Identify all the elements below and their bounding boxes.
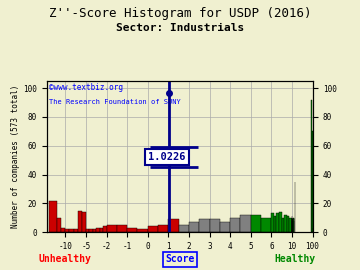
Bar xyxy=(61,228,65,232)
Bar xyxy=(69,229,73,232)
Bar xyxy=(86,229,89,232)
Bar xyxy=(138,229,148,232)
Bar xyxy=(199,219,210,232)
Bar xyxy=(210,219,220,232)
Bar xyxy=(220,222,230,232)
Bar xyxy=(117,225,127,232)
Bar xyxy=(271,214,274,232)
Bar xyxy=(168,219,179,232)
Text: Sector: Industrials: Sector: Industrials xyxy=(116,23,244,33)
Text: Score: Score xyxy=(165,254,195,264)
Bar xyxy=(311,100,312,232)
Y-axis label: Number of companies (573 total): Number of companies (573 total) xyxy=(12,85,21,228)
Bar xyxy=(158,225,168,232)
Bar xyxy=(179,225,189,232)
Text: The Research Foundation of SUNY: The Research Foundation of SUNY xyxy=(49,99,181,105)
Bar xyxy=(96,228,100,232)
Bar xyxy=(289,218,292,232)
Bar xyxy=(274,216,276,232)
Bar xyxy=(279,212,282,232)
Bar xyxy=(240,215,251,232)
Text: Z''-Score Histogram for USDP (2016): Z''-Score Histogram for USDP (2016) xyxy=(49,7,311,20)
Bar xyxy=(230,218,240,232)
Bar xyxy=(89,229,93,232)
Bar xyxy=(93,229,96,232)
Bar xyxy=(73,229,78,232)
Text: ©www.textbiz.org: ©www.textbiz.org xyxy=(49,83,123,92)
Bar xyxy=(100,228,103,232)
Bar xyxy=(148,227,158,232)
Bar xyxy=(78,211,82,232)
Bar xyxy=(49,201,57,232)
Bar xyxy=(107,225,117,232)
Bar xyxy=(103,227,107,232)
Text: Unhealthy: Unhealthy xyxy=(39,254,91,264)
Bar xyxy=(57,218,61,232)
Bar xyxy=(189,222,199,232)
Bar xyxy=(261,218,271,232)
Bar xyxy=(65,229,69,232)
Bar xyxy=(282,218,284,232)
Bar xyxy=(251,215,261,232)
Bar xyxy=(127,228,138,232)
Bar xyxy=(312,228,313,232)
Bar xyxy=(276,214,279,232)
Text: Healthy: Healthy xyxy=(275,254,316,264)
Bar xyxy=(287,216,289,232)
Text: 1.0226: 1.0226 xyxy=(148,152,185,162)
Bar xyxy=(284,215,287,232)
Bar xyxy=(82,212,86,232)
